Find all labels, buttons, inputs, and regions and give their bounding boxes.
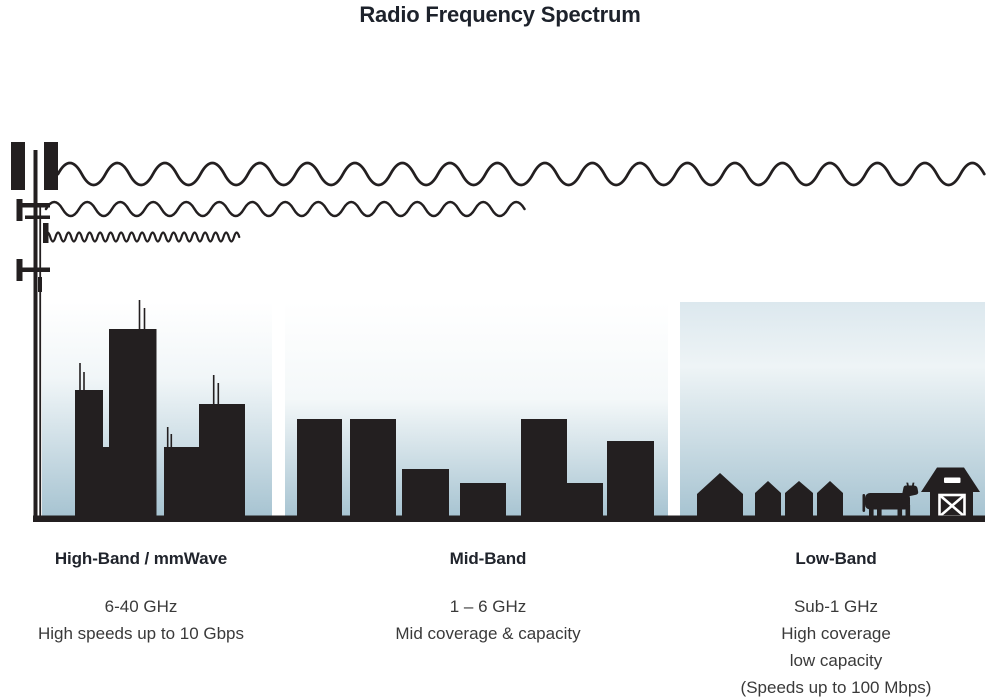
cow-icon xyxy=(862,482,919,518)
skyscraper xyxy=(199,404,245,518)
antenna-panel-top-left xyxy=(11,142,25,190)
ground-line xyxy=(33,515,985,522)
building xyxy=(460,483,506,518)
antenna-panel-low-left xyxy=(16,259,23,281)
band-frequency-low: Sub-1 GHz xyxy=(793,597,879,616)
city-skyline-illustration xyxy=(75,300,245,518)
cell-tower-icon xyxy=(11,142,58,521)
building xyxy=(607,441,654,518)
band-description-mid: Mid coverage & capacity xyxy=(395,624,581,643)
antenna-panel-mid-right xyxy=(43,223,49,243)
building xyxy=(297,419,342,518)
low-frequency-wave-icon xyxy=(56,161,986,187)
building xyxy=(402,469,449,518)
house xyxy=(755,481,781,518)
mid-band-buildings-illustration xyxy=(297,419,654,518)
building xyxy=(567,483,603,518)
antenna-panel-mid-left xyxy=(16,199,23,221)
house xyxy=(817,481,843,518)
band-label-low: Low-Band Sub-1 GHz High coverage low cap… xyxy=(705,549,967,700)
building xyxy=(521,419,567,518)
band-label-high: High-Band / mmWave 6-40 GHz High speeds … xyxy=(10,549,272,647)
band-heading-mid: Mid-Band xyxy=(449,549,527,568)
band-label-mid: Mid-Band 1 – 6 GHz Mid coverage & capaci… xyxy=(357,549,619,647)
barn-icon xyxy=(921,467,980,518)
house xyxy=(697,473,743,518)
band-heading-high: High-Band / mmWave xyxy=(54,549,228,568)
high-frequency-wave-icon xyxy=(43,231,241,243)
mid-frequency-wave-icon xyxy=(44,200,526,218)
band-description-low-1: High coverage xyxy=(781,624,891,643)
band-heading-low: Low-Band xyxy=(795,549,877,568)
rooftop-antennas xyxy=(79,300,220,448)
rural-scene-illustration xyxy=(697,467,980,518)
skyscraper xyxy=(75,390,103,518)
band-description-low-2: low capacity xyxy=(789,651,883,670)
radio-waves xyxy=(43,161,986,243)
skyscraper xyxy=(109,329,157,518)
antenna-panel-top-right xyxy=(44,142,58,190)
building xyxy=(350,419,396,518)
band-frequency-high: 6-40 GHz xyxy=(104,597,178,616)
band-description-low-3: (Speeds up to 100 Mbps) xyxy=(740,678,932,697)
skyscraper xyxy=(164,447,199,518)
sky-panel-mid-band xyxy=(285,302,668,518)
page-title: Radio Frequency Spectrum xyxy=(359,2,641,27)
band-description-high: High speeds up to 10 Gbps xyxy=(37,624,245,643)
band-frequency-mid: 1 – 6 GHz xyxy=(449,597,527,616)
house xyxy=(785,481,813,518)
